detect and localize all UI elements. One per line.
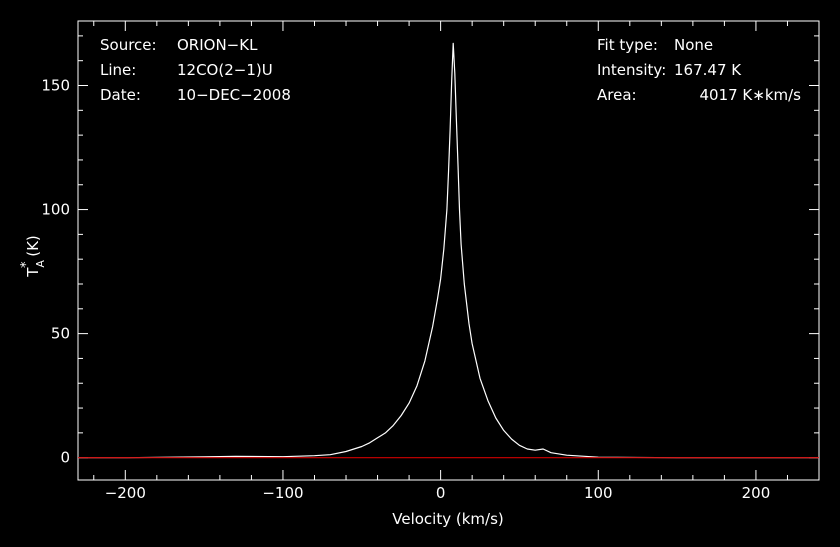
- source-value: ORION−KL: [177, 36, 258, 54]
- line-value: 12CO(2−1)U: [177, 61, 273, 79]
- y-axis-label-sub: A: [34, 260, 47, 268]
- svg-text:TA* (K): TA* (K): [19, 235, 47, 278]
- y-axis-label-unit: (K): [24, 235, 42, 261]
- y-axis-label-main: T: [24, 267, 42, 278]
- spectrum-line: [78, 42, 819, 459]
- fit-type-value: None: [674, 36, 713, 54]
- plot-area: −200 −100 0 100 200 0 50 100 150: [41, 20, 820, 502]
- x-axis-label: Velocity (km/s): [392, 510, 503, 528]
- x-tick-label: 0: [436, 484, 446, 502]
- x-tick-label: 200: [742, 484, 771, 502]
- y-tick-label: 0: [60, 449, 70, 467]
- date-label: Date:: [100, 86, 141, 104]
- y-axis-label-sup: *: [19, 261, 34, 268]
- area-label: Area:: [597, 86, 637, 104]
- y-axis-label: TA* (K): [19, 235, 47, 278]
- intensity-label: Intensity:: [597, 61, 666, 79]
- x-tick-label: −100: [262, 484, 303, 502]
- date-value: 10−DEC−2008: [177, 86, 291, 104]
- area-value: 4017 K∗km/s: [699, 86, 801, 104]
- plot-frame: [77, 20, 820, 481]
- intensity-value: 167.47 K: [674, 61, 742, 79]
- x-tick-label: −200: [105, 484, 146, 502]
- y-tick-label: 100: [41, 201, 70, 219]
- source-label: Source:: [100, 36, 157, 54]
- fit-type-label: Fit type:: [597, 36, 658, 54]
- line-label: Line:: [100, 61, 136, 79]
- x-tick-label: 100: [584, 484, 613, 502]
- y-tick-label: 50: [51, 325, 70, 343]
- y-tick-label: 150: [41, 77, 70, 95]
